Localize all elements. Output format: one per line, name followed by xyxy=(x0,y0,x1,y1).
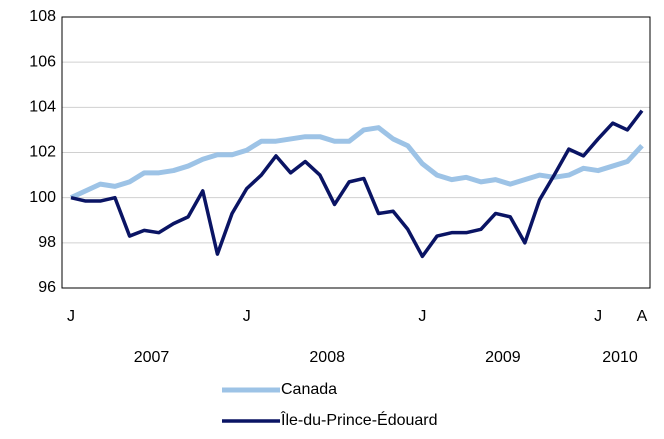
x-tick-label: J xyxy=(594,308,602,325)
series-line xyxy=(70,109,644,259)
y-tick-label: 96 xyxy=(38,279,56,296)
legend-label: Canada xyxy=(281,381,337,398)
y-tick-label: 106 xyxy=(29,53,56,70)
year-label: 2009 xyxy=(485,349,521,366)
y-tick-label: 102 xyxy=(29,144,56,161)
y-tick-label: 108 xyxy=(29,8,56,25)
year-label: 2010 xyxy=(602,349,638,366)
x-tick-label: J xyxy=(67,308,75,325)
y-tick-label: 98 xyxy=(38,234,56,251)
series-line xyxy=(69,125,644,200)
x-tick-label: J xyxy=(243,308,251,325)
y-tick-label: 104 xyxy=(29,99,56,116)
x-tick-label: J xyxy=(418,308,426,325)
year-label: 2008 xyxy=(309,349,345,366)
plot-frame xyxy=(61,16,651,289)
legend-label: Île-du-Prince-Édouard xyxy=(280,410,438,429)
year-label: 2007 xyxy=(134,349,170,366)
y-tick-label: 100 xyxy=(29,189,56,206)
x-tick-label: A xyxy=(637,308,648,325)
